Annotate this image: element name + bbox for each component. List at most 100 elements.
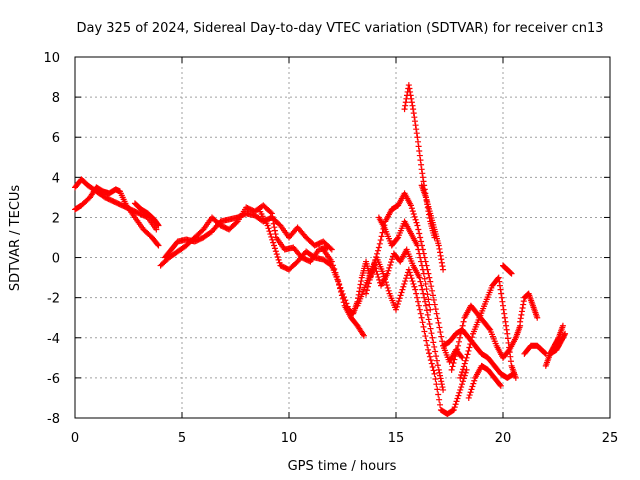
data-point [408, 99, 415, 106]
data-point [411, 114, 418, 121]
data-point [416, 147, 423, 154]
data-point [341, 294, 348, 301]
data-point [420, 270, 427, 277]
data-point [425, 316, 432, 323]
data-point [426, 350, 433, 357]
data-point [417, 157, 424, 164]
data-point [414, 242, 421, 249]
data-point [457, 386, 464, 393]
data-point [496, 381, 503, 388]
y-tick-label: 10 [43, 51, 60, 66]
data-point [405, 82, 412, 89]
data-point [386, 264, 393, 271]
data-point [266, 228, 273, 235]
series-track-k [401, 82, 438, 241]
data-points [72, 82, 569, 417]
plot-frame [74, 56, 611, 419]
y-tick-label: -4 [47, 332, 60, 347]
data-point [415, 143, 422, 150]
data-point [501, 314, 508, 321]
data-point [324, 244, 331, 251]
data-point [414, 222, 421, 229]
data-point [338, 287, 345, 294]
data-point [357, 281, 364, 288]
x-tick-label: 15 [388, 431, 405, 446]
data-point [451, 404, 458, 411]
data-point [402, 99, 409, 106]
data-point [334, 277, 341, 284]
data-point [381, 276, 388, 283]
data-point [387, 262, 394, 269]
data-point [271, 227, 278, 234]
data-point [155, 222, 162, 229]
data-point [153, 226, 160, 233]
data-point [388, 259, 395, 266]
data-point [233, 219, 240, 226]
data-point [396, 295, 403, 302]
data-point [264, 222, 271, 229]
series-track-g [320, 246, 447, 393]
data-point [417, 278, 424, 285]
data-point [423, 286, 430, 293]
data-point [428, 360, 435, 367]
data-point [408, 205, 415, 212]
data-point [401, 280, 408, 287]
data-point [426, 274, 433, 281]
data-point [520, 298, 527, 305]
x-tick-label: 20 [495, 431, 512, 446]
data-point [455, 342, 462, 349]
data-point [419, 319, 426, 326]
data-point [438, 378, 445, 385]
data-point [328, 246, 335, 253]
data-point [378, 233, 385, 240]
y-tick-label: 8 [52, 91, 60, 106]
data-point [433, 353, 440, 360]
data-point [272, 248, 279, 255]
data-point [504, 335, 511, 342]
series-track-i [354, 254, 470, 417]
series-track-p [465, 362, 504, 401]
data-point [422, 280, 429, 287]
data-point [496, 278, 503, 285]
data-point [470, 380, 477, 387]
y-tick-label: -8 [47, 412, 60, 427]
data-point [402, 278, 409, 285]
data-point [434, 315, 441, 322]
data-point [437, 249, 444, 256]
data-point [434, 362, 441, 369]
series-track-b [72, 184, 162, 249]
data-point [410, 280, 417, 287]
data-point [455, 338, 462, 345]
data-point [435, 391, 442, 398]
data-point [455, 392, 462, 399]
data-point [422, 302, 429, 309]
y-tick-label: -2 [47, 292, 60, 307]
data-point [453, 398, 460, 405]
data-point [505, 339, 512, 346]
y-tick-label: 0 [52, 252, 60, 267]
data-point [343, 300, 350, 307]
data-point [456, 334, 463, 341]
data-point [436, 245, 443, 252]
data-point [407, 202, 414, 209]
data-point [461, 360, 468, 367]
data-point [270, 239, 277, 246]
data-point [439, 338, 446, 345]
data-point [333, 273, 340, 280]
data-point [454, 395, 461, 402]
data-point [462, 357, 469, 364]
data-point [383, 282, 390, 289]
data-point [412, 122, 419, 129]
data-point [463, 354, 470, 361]
data-point [422, 298, 429, 305]
data-point [449, 363, 456, 370]
data-point [467, 389, 474, 396]
data-point [336, 280, 343, 287]
data-point [433, 381, 440, 388]
data-point [410, 110, 417, 117]
data-point [501, 310, 508, 317]
data-point [418, 258, 425, 265]
data-point [467, 341, 474, 348]
data-point [413, 130, 420, 137]
data-point [419, 266, 426, 273]
